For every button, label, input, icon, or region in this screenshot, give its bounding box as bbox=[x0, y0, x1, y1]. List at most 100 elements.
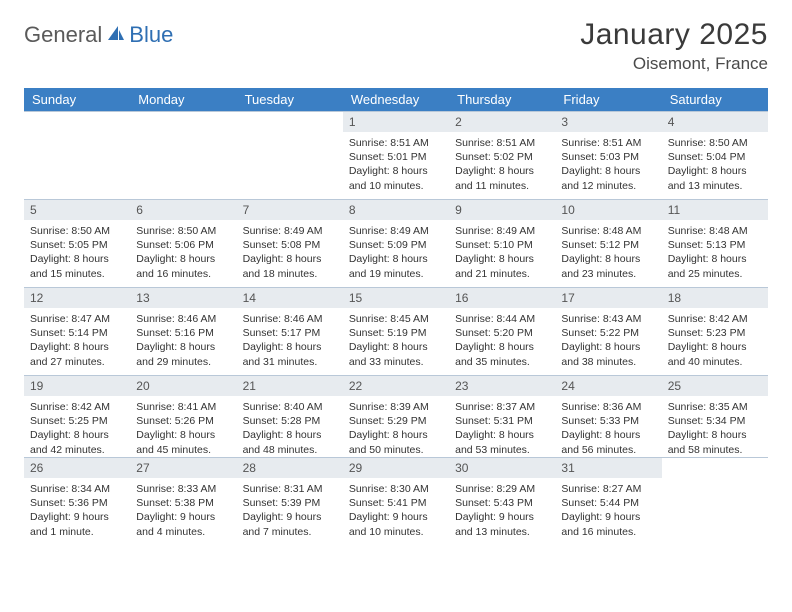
day-number: 1 bbox=[343, 112, 449, 132]
day-line: and 31 minutes. bbox=[243, 355, 337, 369]
calendar-cell: 11Sunrise: 8:48 AMSunset: 5:13 PMDayligh… bbox=[662, 200, 768, 288]
day-line: Sunrise: 8:31 AM bbox=[243, 482, 337, 496]
day-line: and 10 minutes. bbox=[349, 179, 443, 193]
day-body: Sunrise: 8:51 AMSunset: 5:03 PMDaylight:… bbox=[555, 132, 661, 193]
day-line: Sunset: 5:36 PM bbox=[30, 496, 124, 510]
day-line: and 25 minutes. bbox=[668, 267, 762, 281]
day-body: Sunrise: 8:49 AMSunset: 5:09 PMDaylight:… bbox=[343, 220, 449, 281]
day-line: and 10 minutes. bbox=[349, 525, 443, 539]
day-body: Sunrise: 8:31 AMSunset: 5:39 PMDaylight:… bbox=[237, 478, 343, 539]
day-line: Sunset: 5:17 PM bbox=[243, 326, 337, 340]
day-header: Monday bbox=[130, 88, 236, 112]
calendar-cell: 5Sunrise: 8:50 AMSunset: 5:05 PMDaylight… bbox=[24, 200, 130, 288]
day-line: Sunset: 5:08 PM bbox=[243, 238, 337, 252]
day-line: and 16 minutes. bbox=[561, 525, 655, 539]
day-line: and 15 minutes. bbox=[30, 267, 124, 281]
day-header: Thursday bbox=[449, 88, 555, 112]
day-line: and 21 minutes. bbox=[455, 267, 549, 281]
day-line: Sunrise: 8:47 AM bbox=[30, 312, 124, 326]
calendar-cell: 10Sunrise: 8:48 AMSunset: 5:12 PMDayligh… bbox=[555, 200, 661, 288]
day-line: Daylight: 8 hours bbox=[136, 340, 230, 354]
day-line: Daylight: 8 hours bbox=[561, 428, 655, 442]
day-number: 14 bbox=[237, 288, 343, 308]
day-line: and 38 minutes. bbox=[561, 355, 655, 369]
day-line: and 56 minutes. bbox=[561, 443, 655, 457]
day-line: Daylight: 9 hours bbox=[561, 510, 655, 524]
day-line: and 19 minutes. bbox=[349, 267, 443, 281]
day-line: Daylight: 8 hours bbox=[30, 252, 124, 266]
day-line: Sunrise: 8:34 AM bbox=[30, 482, 124, 496]
day-number: 11 bbox=[662, 200, 768, 220]
day-line: and 1 minute. bbox=[30, 525, 124, 539]
day-line: Sunrise: 8:42 AM bbox=[30, 400, 124, 414]
day-line: Sunset: 5:12 PM bbox=[561, 238, 655, 252]
day-line: Sunrise: 8:43 AM bbox=[561, 312, 655, 326]
day-line: Sunset: 5:04 PM bbox=[668, 150, 762, 164]
day-body: Sunrise: 8:51 AMSunset: 5:01 PMDaylight:… bbox=[343, 132, 449, 193]
day-line: Sunrise: 8:48 AM bbox=[668, 224, 762, 238]
day-line: Sunrise: 8:51 AM bbox=[455, 136, 549, 150]
day-line: Sunrise: 8:39 AM bbox=[349, 400, 443, 414]
calendar-cell: 14Sunrise: 8:46 AMSunset: 5:17 PMDayligh… bbox=[237, 288, 343, 376]
day-line: Daylight: 8 hours bbox=[561, 252, 655, 266]
location: Oisemont, France bbox=[580, 54, 768, 74]
day-line: and 48 minutes. bbox=[243, 443, 337, 457]
calendar-cell bbox=[662, 458, 768, 540]
day-line: Daylight: 8 hours bbox=[455, 252, 549, 266]
calendar-week: 12Sunrise: 8:47 AMSunset: 5:14 PMDayligh… bbox=[24, 288, 768, 376]
day-number bbox=[662, 458, 768, 478]
calendar-cell: 26Sunrise: 8:34 AMSunset: 5:36 PMDayligh… bbox=[24, 458, 130, 540]
day-line: Daylight: 9 hours bbox=[30, 510, 124, 524]
day-line: and 7 minutes. bbox=[243, 525, 337, 539]
day-line: Sunrise: 8:49 AM bbox=[349, 224, 443, 238]
day-number: 29 bbox=[343, 458, 449, 478]
day-number: 16 bbox=[449, 288, 555, 308]
day-body: Sunrise: 8:27 AMSunset: 5:44 PMDaylight:… bbox=[555, 478, 661, 539]
day-line: Sunrise: 8:30 AM bbox=[349, 482, 443, 496]
day-number: 8 bbox=[343, 200, 449, 220]
day-line: Sunset: 5:41 PM bbox=[349, 496, 443, 510]
day-line: Sunrise: 8:27 AM bbox=[561, 482, 655, 496]
day-line: Sunrise: 8:29 AM bbox=[455, 482, 549, 496]
day-line: and 27 minutes. bbox=[30, 355, 124, 369]
calendar-cell bbox=[24, 112, 130, 200]
day-number bbox=[130, 112, 236, 132]
day-line: Sunrise: 8:44 AM bbox=[455, 312, 549, 326]
header: General Blue January 2025 Oisemont, Fran… bbox=[24, 18, 768, 74]
day-line: Sunset: 5:29 PM bbox=[349, 414, 443, 428]
day-header: Friday bbox=[555, 88, 661, 112]
day-line: Sunrise: 8:49 AM bbox=[243, 224, 337, 238]
calendar-cell: 22Sunrise: 8:39 AMSunset: 5:29 PMDayligh… bbox=[343, 376, 449, 458]
day-body: Sunrise: 8:45 AMSunset: 5:19 PMDaylight:… bbox=[343, 308, 449, 369]
day-number: 15 bbox=[343, 288, 449, 308]
day-line: Sunrise: 8:40 AM bbox=[243, 400, 337, 414]
day-number: 20 bbox=[130, 376, 236, 396]
day-line: Daylight: 8 hours bbox=[561, 340, 655, 354]
day-number: 19 bbox=[24, 376, 130, 396]
calendar-week: 1Sunrise: 8:51 AMSunset: 5:01 PMDaylight… bbox=[24, 112, 768, 200]
day-line: Sunset: 5:05 PM bbox=[30, 238, 124, 252]
calendar-cell: 31Sunrise: 8:27 AMSunset: 5:44 PMDayligh… bbox=[555, 458, 661, 540]
day-number: 23 bbox=[449, 376, 555, 396]
day-line: Sunset: 5:33 PM bbox=[561, 414, 655, 428]
day-number: 24 bbox=[555, 376, 661, 396]
day-line: and 12 minutes. bbox=[561, 179, 655, 193]
day-line: Sunset: 5:14 PM bbox=[30, 326, 124, 340]
day-line: and 13 minutes. bbox=[455, 525, 549, 539]
day-header: Sunday bbox=[24, 88, 130, 112]
day-line: Sunset: 5:28 PM bbox=[243, 414, 337, 428]
day-line: Daylight: 8 hours bbox=[30, 428, 124, 442]
day-body: Sunrise: 8:48 AMSunset: 5:12 PMDaylight:… bbox=[555, 220, 661, 281]
day-line: Sunset: 5:19 PM bbox=[349, 326, 443, 340]
day-line: Daylight: 8 hours bbox=[455, 428, 549, 442]
day-line: Sunset: 5:06 PM bbox=[136, 238, 230, 252]
day-line: Sunset: 5:23 PM bbox=[668, 326, 762, 340]
day-line: Sunrise: 8:50 AM bbox=[668, 136, 762, 150]
day-number: 18 bbox=[662, 288, 768, 308]
day-line: Sunrise: 8:50 AM bbox=[136, 224, 230, 238]
day-body: Sunrise: 8:43 AMSunset: 5:22 PMDaylight:… bbox=[555, 308, 661, 369]
day-number bbox=[24, 112, 130, 132]
calendar-cell bbox=[130, 112, 236, 200]
day-body: Sunrise: 8:48 AMSunset: 5:13 PMDaylight:… bbox=[662, 220, 768, 281]
day-body: Sunrise: 8:41 AMSunset: 5:26 PMDaylight:… bbox=[130, 396, 236, 457]
